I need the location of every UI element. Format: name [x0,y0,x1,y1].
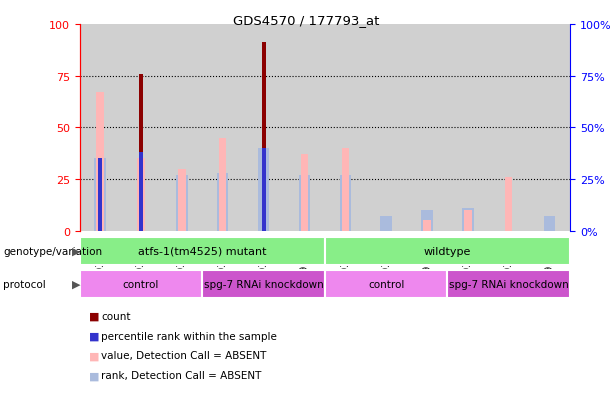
Bar [544,217,555,231]
Bar [489,25,529,231]
Bar [80,25,121,231]
Bar [121,25,161,231]
Text: genotype/variation: genotype/variation [3,246,102,256]
Bar [176,176,188,231]
Text: ▶: ▶ [72,279,81,289]
Text: spg-7 RNAi knockdown: spg-7 RNAi knockdown [449,279,569,289]
Text: ▶: ▶ [72,246,81,256]
Bar [96,93,104,231]
Text: control: control [123,279,159,289]
Text: rank, Detection Call = ABSENT: rank, Detection Call = ABSENT [101,370,262,380]
Bar [529,25,570,231]
Bar [284,25,325,231]
Text: protocol: protocol [3,279,46,289]
Bar [139,153,143,231]
Bar [406,25,447,231]
Text: spg-7 RNAi knockdown: spg-7 RNAi knockdown [204,279,324,289]
Text: percentile rank within the sample: percentile rank within the sample [101,331,277,341]
Bar [219,138,226,231]
Bar [217,173,229,231]
Bar [366,25,406,231]
Bar [325,237,570,265]
Bar [202,25,243,231]
Text: GDS4570 / 177793_at: GDS4570 / 177793_at [234,14,379,27]
Text: ■: ■ [89,351,99,361]
Bar [301,155,308,231]
Bar [447,270,570,298]
Bar [505,178,512,231]
Bar [80,270,202,298]
Bar [161,25,202,231]
Bar [202,270,325,298]
Text: count: count [101,311,131,321]
Bar [325,25,366,231]
Text: control: control [368,279,405,289]
Bar [80,237,325,265]
Bar [340,176,351,231]
Bar [299,176,310,231]
Bar [98,159,102,231]
Text: wildtype: wildtype [424,246,471,256]
Bar [381,217,392,231]
Bar [464,211,471,231]
Bar [341,149,349,231]
Bar [258,149,269,231]
Bar [421,211,433,231]
Bar [243,25,284,231]
Bar [262,43,265,231]
Text: atfs-1(tm4525) mutant: atfs-1(tm4525) mutant [138,246,267,256]
Bar [178,169,186,231]
Text: ■: ■ [89,311,99,321]
Bar [447,25,489,231]
Text: value, Detection Call = ABSENT: value, Detection Call = ABSENT [101,351,267,361]
Bar [462,209,474,231]
Bar [424,221,431,231]
Text: ■: ■ [89,370,99,380]
Bar [262,149,265,231]
Bar [325,270,447,298]
Bar [94,159,106,231]
Bar [139,74,143,231]
Text: ■: ■ [89,331,99,341]
Bar [137,159,145,231]
